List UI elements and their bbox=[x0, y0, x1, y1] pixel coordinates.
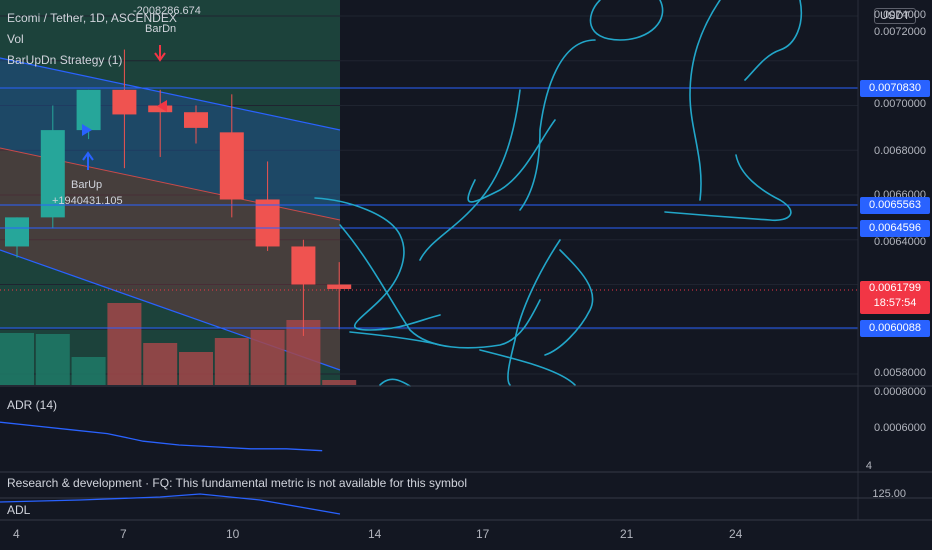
candle-body bbox=[184, 112, 208, 128]
candle-body bbox=[291, 246, 316, 285]
last-price-tag: 0.0061799 18:57:54 bbox=[860, 281, 930, 314]
drawing-stroke bbox=[314, 197, 441, 331]
price-line-tag[interactable]: 0.0070830 bbox=[860, 80, 930, 97]
drawing-stroke bbox=[689, 0, 721, 201]
adl-tick: 125.00 bbox=[872, 488, 906, 500]
candle bbox=[40, 105, 65, 229]
volume-bar bbox=[179, 352, 213, 385]
last-price: 0.0061799 bbox=[869, 282, 921, 294]
candle-body bbox=[148, 105, 173, 113]
volume-bar bbox=[143, 343, 178, 385]
countdown-timer: 18:57:54 bbox=[873, 297, 917, 309]
date-label: 14 bbox=[368, 527, 382, 541]
adl-series bbox=[0, 493, 341, 515]
volume-bar bbox=[250, 330, 285, 385]
entry-flag-long bbox=[82, 124, 92, 136]
candle bbox=[5, 217, 29, 258]
research-pane-label[interactable]: Research & development · FQ: This fundam… bbox=[7, 476, 467, 490]
drawing-stroke bbox=[664, 154, 792, 222]
symbol-title[interactable]: Ecomi / Tether, 1D, ASCENDEX bbox=[7, 11, 177, 25]
date-label: 7 bbox=[120, 527, 127, 541]
candlesticks[interactable] bbox=[5, 49, 352, 336]
candle bbox=[112, 49, 137, 169]
price-tick: 0.0058000 bbox=[874, 367, 926, 379]
price-line-tag[interactable]: 0.0060088 bbox=[860, 320, 930, 337]
drawing-stroke bbox=[544, 249, 594, 356]
candle-body bbox=[327, 284, 352, 289]
bar-dn-value: -2008286.674 bbox=[133, 5, 201, 17]
candle-body bbox=[219, 132, 244, 200]
price-tick: 0.0068000 bbox=[874, 145, 926, 157]
candle bbox=[291, 239, 316, 336]
drawing-stroke bbox=[479, 349, 576, 386]
candle-body bbox=[112, 89, 137, 115]
volume-bar bbox=[322, 380, 357, 385]
strategy-legend[interactable]: BarUpDn Strategy (1) bbox=[7, 53, 123, 67]
candle-body bbox=[255, 199, 280, 247]
date-label: 17 bbox=[476, 527, 490, 541]
price-tick: 0.0074000 bbox=[874, 9, 926, 21]
candle bbox=[148, 89, 173, 157]
freehand-drawing[interactable] bbox=[314, 0, 802, 387]
date-label: 4 bbox=[13, 527, 20, 541]
candle-body bbox=[76, 89, 101, 131]
drawing-stroke bbox=[419, 89, 521, 261]
date-label: 21 bbox=[620, 527, 634, 541]
price-tick: 0.0064000 bbox=[874, 236, 926, 248]
volume-bar bbox=[0, 333, 34, 385]
drawing-stroke bbox=[589, 0, 664, 41]
candle-body bbox=[5, 217, 29, 247]
drawing-stroke bbox=[349, 331, 441, 346]
price-tick: 0.0070000 bbox=[874, 98, 926, 110]
horizontal-lines[interactable] bbox=[0, 87, 858, 329]
volume-bar bbox=[214, 338, 249, 385]
strategy-markers bbox=[82, 45, 167, 170]
bar-up-value: +1940431.105 bbox=[52, 195, 123, 207]
candle bbox=[219, 94, 244, 218]
volume-bar bbox=[107, 303, 142, 385]
drawing-stroke bbox=[744, 0, 802, 81]
volume-legend[interactable]: Vol bbox=[7, 32, 24, 46]
price-line-tag[interactable]: 0.0064596 bbox=[860, 220, 930, 237]
date-label: 10 bbox=[226, 527, 240, 541]
price-tick: 0.0072000 bbox=[874, 26, 926, 38]
price-line-tag[interactable]: 0.0065563 bbox=[860, 197, 930, 214]
drawing-stroke bbox=[519, 39, 596, 211]
adr-line bbox=[0, 421, 323, 452]
bar-up-label: BarUp bbox=[71, 179, 103, 191]
adr-tick: 0.0006000 bbox=[874, 422, 926, 434]
bar-up-arrow bbox=[82, 151, 94, 170]
channel-lower-fill bbox=[0, 148, 340, 370]
entry-flag-short bbox=[157, 100, 167, 112]
drawing-stroke bbox=[507, 239, 561, 386]
volume-bars bbox=[0, 303, 357, 385]
date-label: 24 bbox=[729, 527, 743, 541]
adr-tick: 4 bbox=[865, 460, 872, 472]
volume-bar bbox=[71, 357, 106, 385]
drawing-stroke bbox=[379, 378, 411, 387]
candle bbox=[255, 161, 280, 251]
adl-line bbox=[0, 493, 341, 515]
adr-tick: 0.0008000 bbox=[874, 386, 926, 398]
candle bbox=[184, 105, 208, 144]
adr-series bbox=[0, 421, 323, 452]
bar-dn-arrow bbox=[154, 45, 166, 62]
channel-top-line bbox=[0, 57, 341, 131]
candle bbox=[327, 262, 352, 330]
volume-bar bbox=[35, 334, 70, 385]
currency-button[interactable]: USDT bbox=[874, 8, 916, 24]
bar-dn-label: BarDn bbox=[145, 23, 177, 35]
candle-body bbox=[40, 130, 65, 218]
adl-pane-label[interactable]: ADL bbox=[7, 503, 31, 517]
adr-pane-label[interactable]: ADR (14) bbox=[7, 398, 58, 412]
drawing-stroke bbox=[467, 119, 556, 203]
